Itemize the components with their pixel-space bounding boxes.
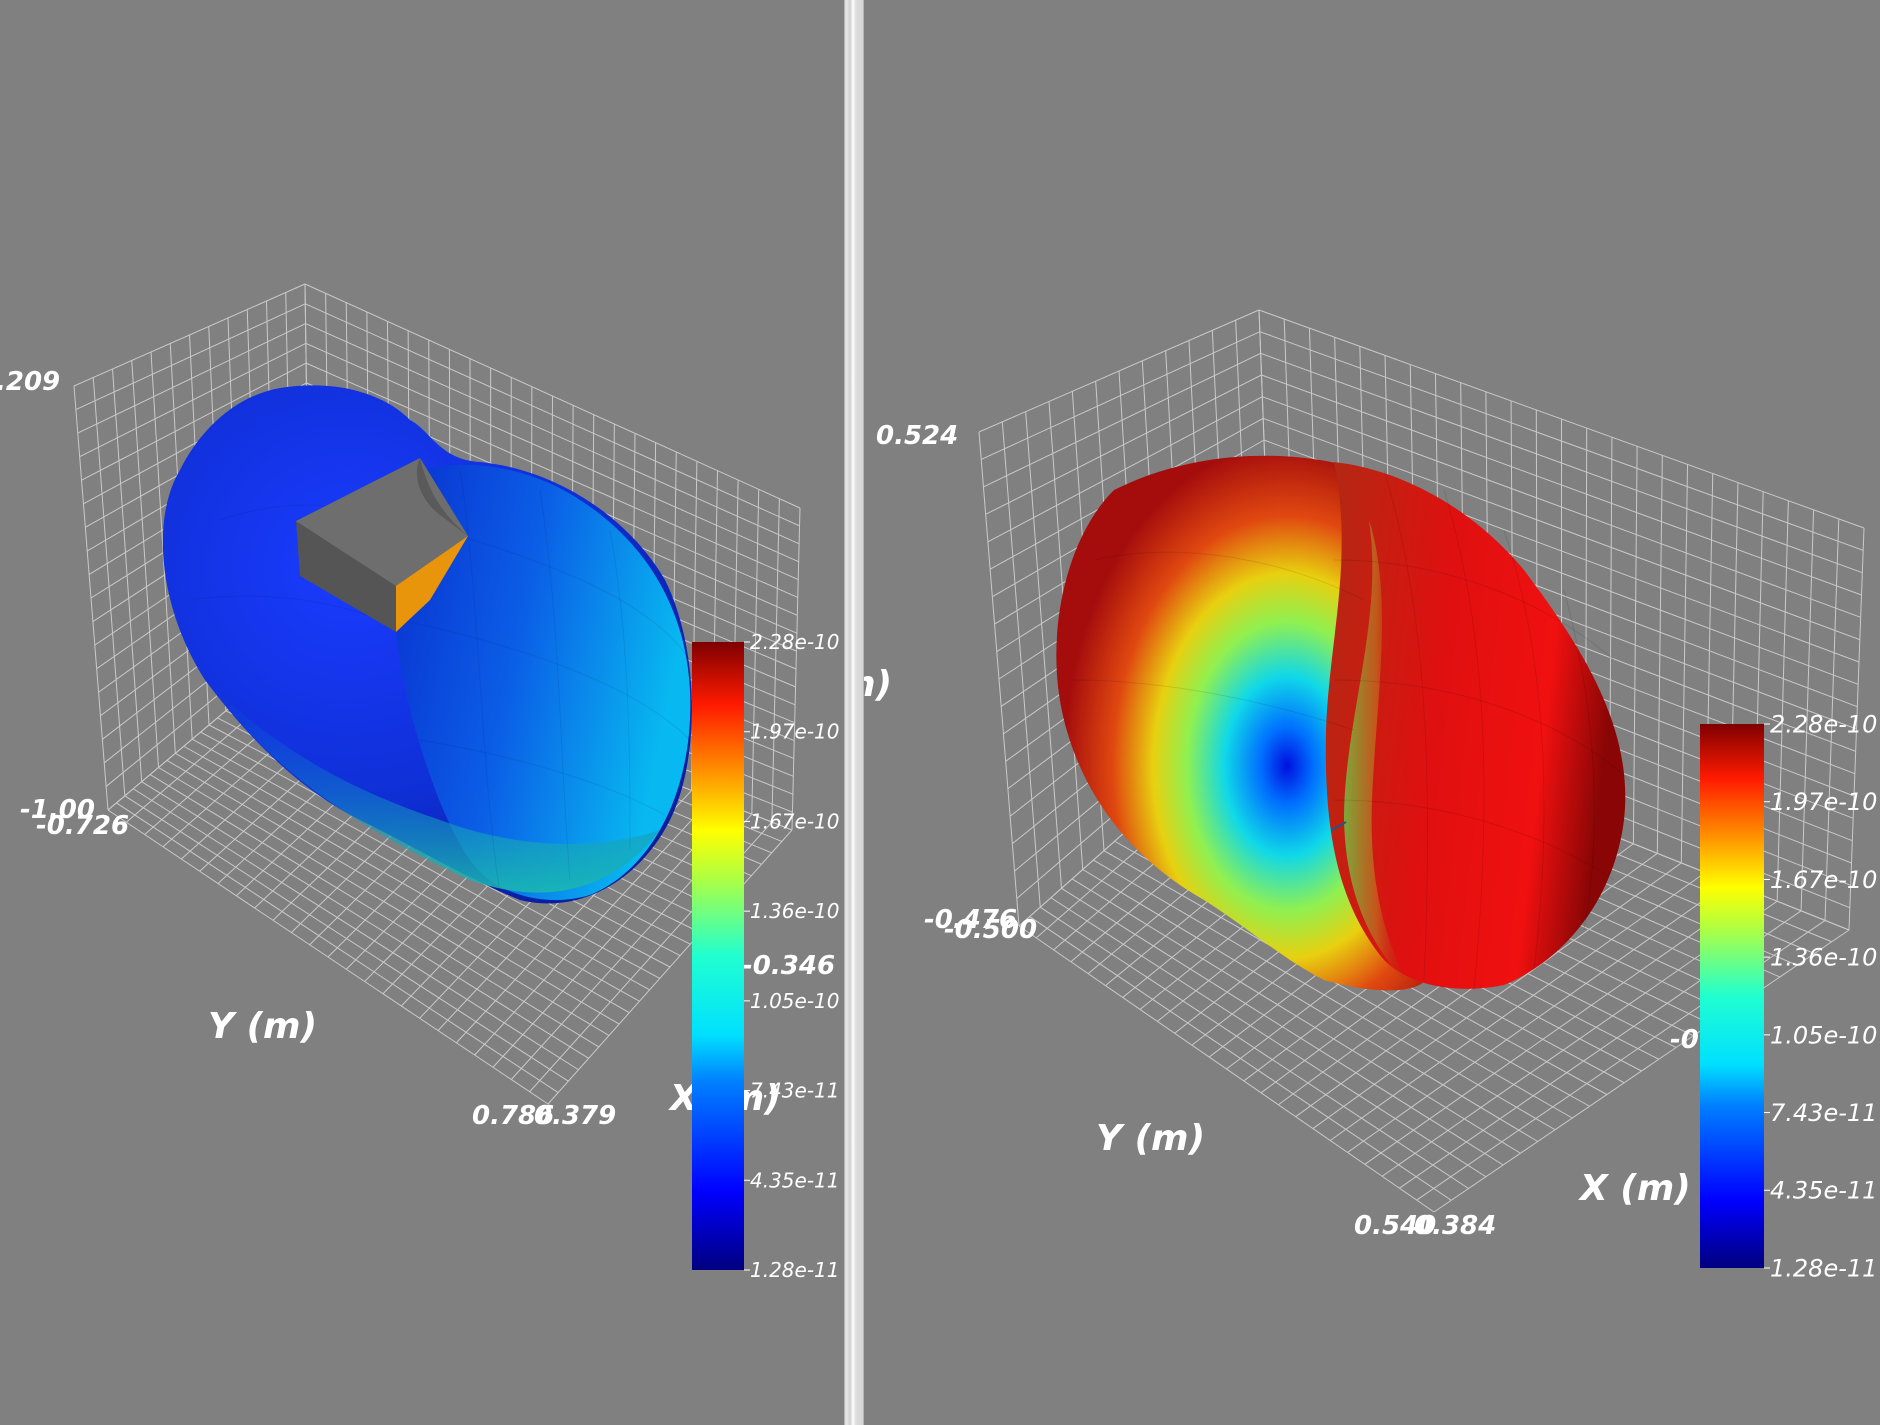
grid-line (978, 309, 1260, 433)
color-bar (1700, 724, 1764, 1268)
colorbar-tick-label: 4.35e-11 (1770, 1177, 1877, 1205)
y-min-tick: -0.726 (36, 811, 129, 841)
radiation-surface-left (162, 385, 692, 904)
colorbar-tick-label: 1.36e-10 (750, 899, 840, 923)
grid-line (547, 829, 793, 1105)
view-splitter[interactable] (844, 0, 864, 1425)
radiation-surface-right (1056, 455, 1630, 991)
grid-line (1260, 352, 1863, 574)
grid-line (73, 283, 306, 387)
grid-line (304, 283, 801, 509)
grid-line (79, 342, 307, 458)
grid-line (1262, 396, 1861, 618)
color-bar (692, 642, 744, 1270)
grid-line (1259, 331, 1864, 551)
colorbar-tick-label: 2.28e-10 (750, 630, 840, 654)
colorbar-tick-label: 4.35e-11 (750, 1168, 840, 1192)
z-top-tick: .209 (0, 367, 60, 397)
grid-line (1312, 862, 1682, 1129)
grid-line (1347, 881, 1730, 1153)
grid-line (985, 374, 1262, 515)
grid-line (77, 323, 306, 434)
grid-line (1364, 891, 1754, 1165)
colorbar-tick-label: 1.36e-10 (1770, 944, 1877, 972)
colorbar-tick-label: 1.05e-10 (1770, 1021, 1877, 1049)
grid-line (305, 323, 800, 545)
colorbar-tick-label: 7.43e-11 (750, 1079, 840, 1103)
y-max-tick: 0.540 (1354, 1211, 1436, 1241)
colorbar-tick-label: 1.97e-10 (1770, 788, 1877, 816)
grid-line (1433, 929, 1850, 1213)
x-max-tick: -0 (1670, 1025, 1699, 1055)
color-legend-right[interactable]: 2.28e-10 1.97e-10 1.67e-10 1.36e-10 1.05e-10… (1700, 710, 1877, 1282)
grid-line (987, 396, 1263, 543)
grid-line (1258, 309, 1865, 529)
z-bottom-tick: -1.00 (20, 795, 95, 825)
y-axis-label: Y (m) (208, 1006, 317, 1047)
z-top-tick: 0.524 (876, 421, 958, 451)
z-bottom-tick: -0.476 (924, 905, 1017, 935)
colorbar-tick-label: 1.28e-11 (1770, 1254, 1877, 1282)
axis-indicator (1331, 821, 1347, 831)
z-axis-label-clipped: n) (864, 664, 892, 705)
colorbar-tick-label: 7.43e-11 (1770, 1099, 1877, 1127)
colorbar-tick-label: 2.28e-10 (1770, 710, 1877, 738)
y-axis-label: Y (m) (1096, 1118, 1205, 1159)
grid-line (1329, 872, 1706, 1141)
render-canvas-left[interactable]: .209 -1.00 -0.726 0.786 0.379 -0.346 Y (… (0, 0, 844, 1425)
grid-line (305, 303, 800, 527)
grid-line (474, 797, 713, 1056)
grid-line (305, 342, 799, 563)
grid-line (1261, 374, 1862, 596)
x-max-tick: -0.346 (742, 951, 835, 981)
colorbar-tick-label: 1.05e-10 (750, 989, 840, 1013)
x-min-tick: 0.384 (1414, 1211, 1496, 1241)
grid-line (75, 303, 306, 411)
grid-line (983, 352, 1261, 488)
y-min-tick: -0.500 (944, 915, 1037, 945)
grid-line (1262, 417, 1861, 641)
colorbar-tick-label: 1.28e-11 (750, 1258, 840, 1282)
y-max-tick: 0.786 (472, 1101, 554, 1131)
colorbar-tick-label: 1.67e-10 (750, 809, 840, 833)
x-axis-label: X (m) (1578, 1168, 1691, 1209)
colorbar-tick-label: 1.67e-10 (1770, 866, 1877, 894)
grid-line (305, 362, 799, 581)
render-view-right[interactable]: 0.524 -0.476 -0.500 0.540 0.384 -0 Y (m)… (864, 0, 1880, 1425)
colorbar-tick-label: 1.97e-10 (750, 720, 840, 744)
x-min-tick: 0.379 (534, 1101, 616, 1131)
render-view-left[interactable]: .209 -1.00 -0.726 0.786 0.379 -0.346 Y (… (0, 0, 844, 1425)
grid-line (981, 331, 1261, 460)
color-legend-left[interactable]: 2.28e-10 1.97e-10 1.67e-10 1.36e-10 1.05e-10… (692, 630, 840, 1282)
render-canvas-right[interactable]: 0.524 -0.476 -0.500 0.540 0.384 -0 Y (m)… (864, 0, 1880, 1425)
grid-line (81, 362, 307, 481)
grid-line (492, 805, 733, 1068)
